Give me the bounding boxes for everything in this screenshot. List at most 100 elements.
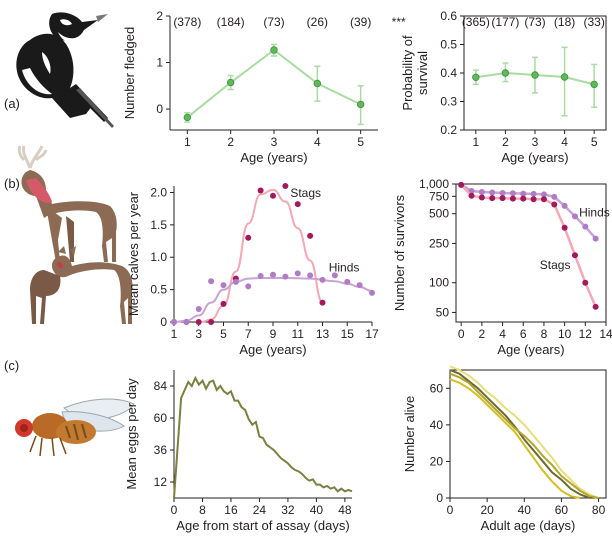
y-tick-label: 2.0: [150, 185, 167, 199]
data-point: [208, 278, 215, 285]
x-tick-label: 40: [518, 503, 532, 517]
data-point: [509, 195, 516, 202]
data-point: [220, 282, 227, 289]
data-point: [313, 79, 322, 88]
chart-probability-survival: 1 2 3 4 5 0.2 0.3 0.4 0.5 0.6 Age (years) Probabili…: [400, 9, 607, 165]
data-point: [499, 195, 506, 202]
data-point: [356, 100, 365, 109]
data-point: [590, 80, 598, 89]
series-line: [186, 48, 362, 119]
series-line: [449, 372, 599, 499]
data-point: [183, 113, 192, 122]
x-tick-label: 0: [458, 327, 465, 341]
y-tick-label: 36: [154, 443, 168, 457]
series-b2-0: [458, 181, 599, 242]
data-point: [195, 306, 202, 313]
x-axis-label: Age (years): [497, 342, 564, 357]
data-point: [472, 73, 480, 81]
y-tick-label: 0.6: [440, 9, 457, 23]
hind-illustration: [30, 246, 133, 324]
axes-c2: [446, 369, 607, 502]
sample-size-label: (18): [554, 15, 575, 29]
sample-size-label: (73): [263, 15, 284, 29]
x-tick-label: 3: [195, 327, 202, 341]
data-point: [171, 319, 177, 325]
data-point: [489, 195, 496, 202]
series-c2-2: [449, 365, 599, 499]
stag-illustration: [17, 145, 117, 262]
y-tick-label: 60: [430, 381, 444, 395]
x-tick-label: 14: [599, 327, 612, 341]
data-point: [520, 195, 527, 202]
data-point: [356, 282, 363, 289]
data-point: [195, 319, 202, 325]
series-c1-0: [173, 375, 353, 499]
y-tick-label: 50: [436, 305, 450, 319]
y-tick-label: 500: [429, 207, 449, 221]
data-point: [319, 276, 326, 283]
x-tick-label: 13: [316, 327, 330, 341]
y-tick-label: 2: [156, 9, 163, 23]
sample-size-label: (378): [173, 15, 201, 29]
x-axis-label: Age from start of assay (days): [176, 518, 349, 533]
x-axis-label: Age (years): [239, 342, 306, 357]
axes-b1: [170, 186, 373, 326]
data-point: [270, 46, 278, 54]
y-tick-label: 0: [156, 102, 163, 116]
x-tick-label: 5: [591, 135, 598, 149]
data-point: [245, 234, 252, 241]
x-tick-label: 8: [199, 503, 206, 517]
sample-size-label: (26): [307, 15, 328, 29]
series-a2-0: [472, 46, 598, 117]
data-point: [282, 183, 289, 189]
data-point: [307, 272, 314, 279]
data-point: [592, 235, 599, 242]
series-line: [173, 375, 353, 499]
significance-label: ***: [392, 15, 406, 29]
data-point: [232, 278, 239, 285]
y-tick-label: 0.5: [150, 283, 167, 297]
y-tick-label: 0.2: [440, 123, 457, 137]
y-tick-label: 0: [160, 315, 167, 329]
y-tick-label: 20: [430, 454, 444, 468]
y-tick-label: 1: [156, 56, 163, 70]
x-tick-label: 2: [479, 327, 486, 341]
x-tick-label: 8: [541, 327, 548, 341]
x-tick-label: 0: [447, 503, 454, 517]
data-point: [245, 283, 252, 290]
x-tick-label: 2: [227, 135, 234, 149]
sample-size-label: (33): [583, 15, 604, 29]
annotation-stags: Stags: [540, 258, 571, 272]
x-tick-label: 6: [520, 327, 527, 341]
annotation-hinds: Hinds: [579, 205, 610, 219]
y-axis-label: Mean eggs per day: [124, 378, 139, 490]
y-axis-label: Probability ofsurvival: [400, 35, 430, 111]
data-point: [458, 181, 465, 188]
data-point: [208, 319, 215, 325]
flycatcher-illustration: [16, 12, 114, 128]
data-point: [294, 270, 301, 277]
x-tick-label: 40: [310, 503, 324, 517]
sample-size-label: (39): [350, 15, 371, 29]
data-point: [571, 213, 578, 220]
data-point: [592, 303, 599, 310]
y-tick-label: 250: [429, 236, 449, 250]
y-tick-label: 60: [154, 411, 168, 425]
x-tick-label: 7: [245, 327, 252, 341]
x-tick-label: 9: [270, 327, 277, 341]
y-tick-label: 0.5: [440, 38, 457, 52]
y-tick-label: 40: [430, 418, 444, 432]
fit-curve: [201, 188, 324, 323]
x-tick-label: 80: [592, 503, 606, 517]
y-tick-label: 0.3: [440, 95, 457, 109]
data-point: [509, 190, 516, 197]
axes-b2: [452, 183, 607, 326]
plot-frame: [455, 183, 607, 323]
data-point: [561, 224, 568, 231]
annotation-hinds: Hinds: [329, 260, 360, 274]
x-axis-label: Age (years): [240, 150, 307, 165]
data-point: [520, 190, 527, 197]
x-tick-label: 16: [224, 503, 238, 517]
x-tick-label: 15: [341, 327, 355, 341]
data-point: [270, 192, 276, 199]
